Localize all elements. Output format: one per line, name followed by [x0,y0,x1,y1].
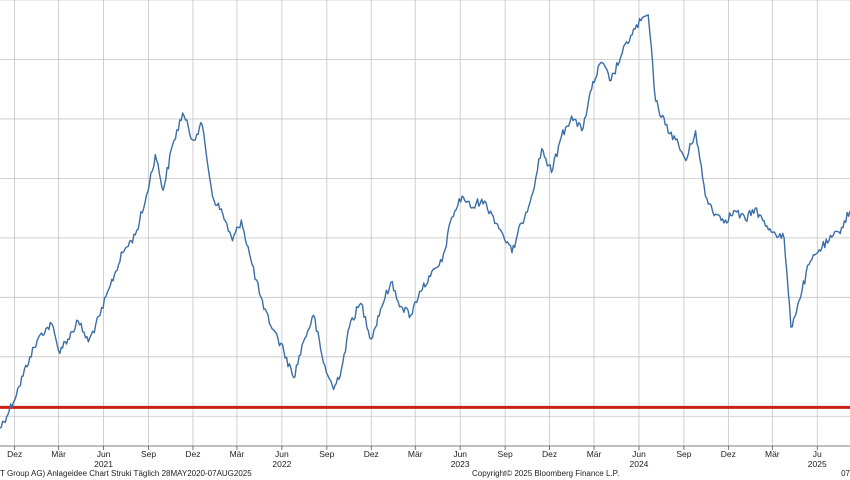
x-tick-label: Mär [587,449,602,459]
x-tick-label: Sep [676,449,691,459]
series-lines [0,14,850,429]
footer-left-text: T Group AG) Anlageidee Chart Struki Tägl… [0,469,252,478]
x-tick-label: Mär [230,449,245,459]
footer-copyright-text: Copyright© 2025 Bloomberg Finance L.P. [472,469,620,478]
grid [0,0,850,446]
x-tick-label: Sep [319,449,334,459]
x-tick-label: Jun [97,449,111,459]
x-tick-label: Mär [51,449,66,459]
x-tick-label: Ju [813,449,822,459]
x-axis: Dez Mär Jun Sep Dez Mär Jun Sep Dez Mär Jun Sep Dez M… [0,445,850,469]
x-tick-label: Dez [7,449,22,459]
x-tick-label: Dez [721,449,736,459]
year-label: 2024 [630,459,649,469]
x-tick-label: Sep [498,449,513,459]
x-tick-label: Jun [453,449,467,459]
series-line [0,14,850,429]
year-label: 2025 [808,459,827,469]
x-tick-label: Sep [141,449,156,459]
x-tick-label: Jun [632,449,646,459]
x-tick-label: Dez [364,449,379,459]
footer-right-text: 07 [841,469,850,478]
year-label: 2021 [94,459,113,469]
year-label: 2022 [272,459,291,469]
year-label: 2023 [451,459,470,469]
x-tick-label: Jun [275,449,289,459]
x-tick-label: Mär [408,449,423,459]
x-tick-label: Mär [765,449,780,459]
x-tick-label: Dez [542,449,557,459]
x-tick-label: Dez [185,449,200,459]
